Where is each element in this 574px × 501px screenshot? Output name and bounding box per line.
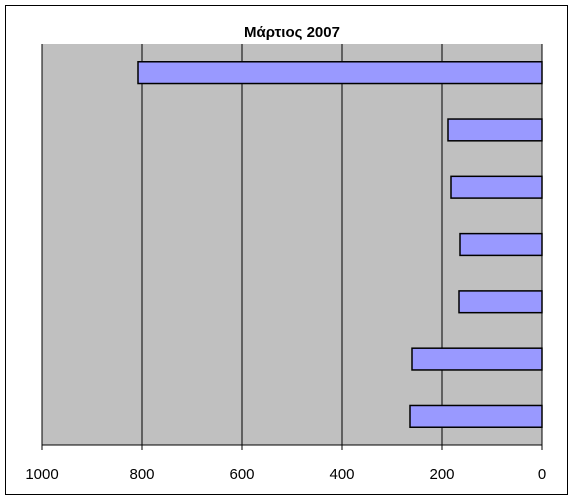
bar — [409, 404, 543, 428]
x-tick-label: 400 — [329, 466, 354, 483]
x-tick-label: 1000 — [25, 466, 58, 483]
bar — [459, 232, 543, 257]
bar — [458, 290, 543, 314]
chart-title: Μάρτιος 2007 — [244, 24, 340, 41]
bar — [447, 118, 543, 142]
x-tick-label: 200 — [429, 466, 454, 483]
bar — [137, 61, 543, 85]
x-tick-label: 600 — [229, 466, 254, 483]
x-tick-label: 0 — [538, 466, 546, 483]
x-tick-label: 800 — [129, 466, 154, 483]
bar — [450, 175, 543, 199]
bar — [411, 347, 543, 371]
plot-area — [42, 44, 542, 445]
